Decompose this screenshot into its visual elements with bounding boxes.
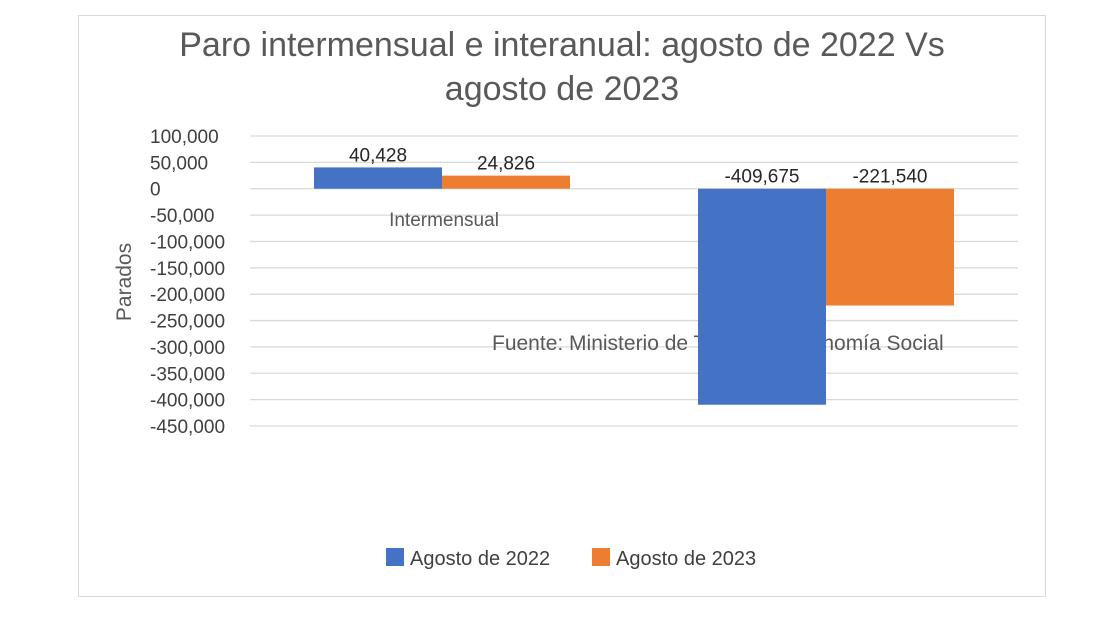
chart-frame xyxy=(78,15,1046,597)
legend-item: Agosto de 2023 xyxy=(592,548,756,570)
y-tick-label: -300,000 xyxy=(150,338,225,359)
bar xyxy=(314,167,442,189)
y-tick-label: 100,000 xyxy=(150,127,219,148)
legend-label: Agosto de 2023 xyxy=(616,548,756,570)
bar xyxy=(826,188,954,306)
y-tick-label: 50,000 xyxy=(150,153,208,174)
y-tick-label: -150,000 xyxy=(150,259,225,280)
y-tick-label: -250,000 xyxy=(150,312,225,333)
y-tick-label: -450,000 xyxy=(150,417,225,438)
bar xyxy=(698,188,826,405)
legend-swatch xyxy=(592,548,610,566)
data-label: 40,428 xyxy=(349,145,407,166)
chart-title-line-2: agosto de 2023 xyxy=(445,70,679,108)
y-tick-label: -400,000 xyxy=(150,391,225,412)
bar xyxy=(442,175,570,189)
data-label: 24,826 xyxy=(477,154,535,175)
y-axis-label: Parados xyxy=(113,243,136,321)
y-tick-label: -100,000 xyxy=(150,232,225,253)
data-label: -409,675 xyxy=(724,167,799,188)
y-tick-label: -350,000 xyxy=(150,364,225,385)
legend-swatch xyxy=(386,548,404,566)
chart-title-line-1: Paro intermensual e interanual: agosto d… xyxy=(179,26,945,64)
data-label: -221,540 xyxy=(852,167,927,188)
y-tick-label: -200,000 xyxy=(150,285,225,306)
category-label: Intermensual xyxy=(389,210,499,231)
legend-item: Agosto de 2022 xyxy=(386,548,550,570)
y-tick-label: 0 xyxy=(150,180,161,201)
legend-label: Agosto de 2022 xyxy=(410,548,550,570)
y-tick-label: -50,000 xyxy=(150,206,214,227)
